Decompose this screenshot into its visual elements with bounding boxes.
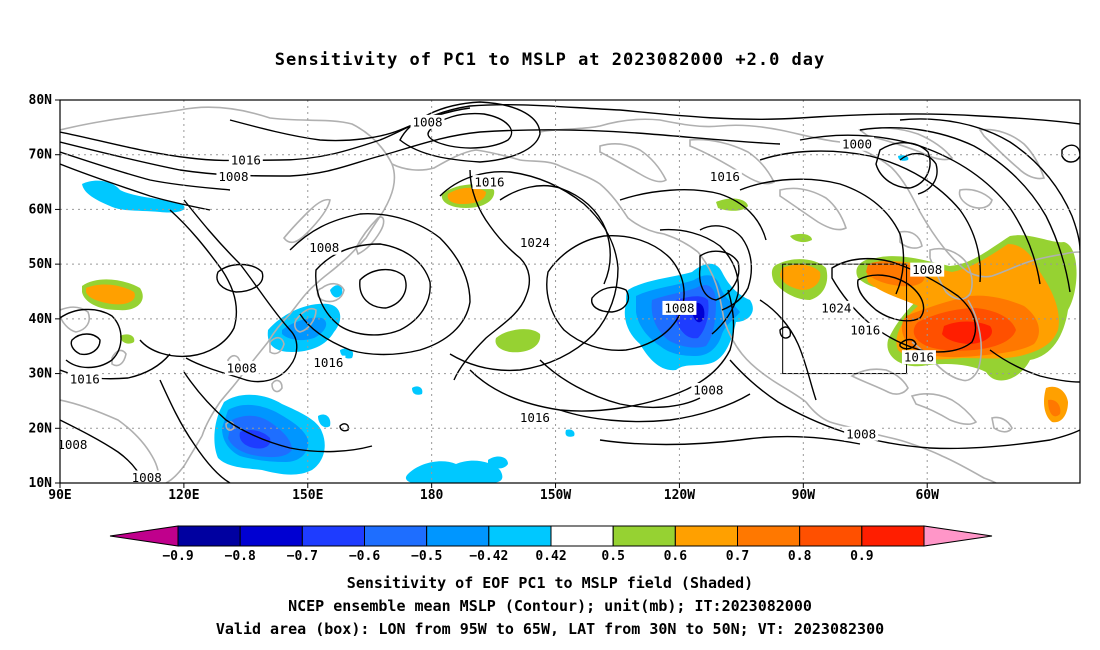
colorbar-swatch (364, 525, 428, 547)
contour-label-bg (819, 300, 854, 315)
contour-label: 1016 (710, 169, 740, 184)
colorbar-label: −0.8 (225, 549, 256, 564)
contour-label-bg (691, 382, 726, 397)
caption-line-1: Sensitivity of EOF PC1 to MSLP field (Sh… (346, 574, 754, 592)
contour-label-bg (910, 262, 945, 277)
lat-label: 50N (29, 257, 53, 272)
contour-label: 1008 (693, 382, 723, 397)
contour-label-bg (840, 136, 875, 151)
map-title: Sensitivity of PC1 to MSLP at 2023082000… (274, 50, 826, 70)
contour-label: 1000 (842, 136, 872, 151)
lon-label: 90E (48, 488, 71, 503)
colorbar-swatch (737, 525, 801, 547)
contour-label: 1016 (520, 410, 550, 425)
colorbar-max-triangle (923, 525, 993, 547)
colorbar-swatch (301, 525, 366, 547)
contour-label: 1008 (132, 470, 162, 485)
contour-label-bg (410, 114, 445, 129)
colorbar-swatch (799, 525, 863, 547)
contour-label: 1016 (313, 355, 343, 370)
contour-label: 1016 (70, 372, 100, 387)
colorbar-swatch (177, 525, 241, 547)
contour-label: 1008 (846, 426, 876, 441)
lon-label: 90W (792, 488, 816, 503)
caption-line-3: Valid area (box): LON from 95W to 65W, L… (215, 620, 885, 638)
colorbar-swatch (239, 525, 303, 547)
contour-label-bg (67, 372, 102, 387)
contour-label-bg (216, 169, 251, 184)
colorbar-label: −0.7 (287, 549, 318, 564)
contour-label: 1024 (821, 300, 851, 315)
colorbar-label: 0.6 (664, 549, 688, 564)
lat-label: 60N (29, 202, 53, 217)
contour-label-bg (662, 300, 697, 315)
contour-label: 1016 (231, 153, 261, 168)
contour-label-bg (224, 361, 259, 376)
contour-label-bg (901, 350, 936, 365)
contour-label-bg (472, 175, 507, 190)
contour-label-bg (228, 153, 263, 168)
lon-label: 180 (420, 488, 444, 503)
contour-label: 1008 (912, 262, 942, 277)
lat-label: 40N (29, 312, 53, 327)
colorbar-label: 0.42 (535, 549, 566, 564)
lat-label: 10N (29, 476, 53, 491)
contour-label: 1008 (57, 437, 87, 452)
contour-label-bg (129, 470, 164, 483)
contour-label-bg (60, 437, 90, 452)
colorbar-label: −0.9 (162, 549, 193, 564)
colorbar-swatch (861, 525, 925, 547)
contour-label: 1008 (218, 169, 248, 184)
mslp-contours (60, 101, 1080, 483)
lat-label: 20N (29, 421, 53, 436)
colorbar-label: 0.9 (850, 549, 873, 564)
lon-label: 60W (915, 488, 939, 503)
lon-label: 150W (540, 488, 571, 503)
contour-label-bg (844, 426, 879, 441)
contour-label-bg (517, 410, 552, 425)
lat-label: 80N (29, 93, 53, 108)
colorbar-swatch (488, 525, 552, 547)
colorbar-swatch (612, 525, 676, 547)
lon-label: 120E (168, 488, 199, 503)
lat-label: 30N (29, 367, 53, 382)
colorbar-label: −0.42 (469, 549, 508, 564)
contour-label-bg (517, 235, 552, 250)
contour-label: 1008 (664, 300, 694, 315)
contour-label: 1016 (850, 322, 880, 337)
lon-label: 120W (664, 488, 695, 503)
negative-sensitivity-shading (82, 155, 909, 483)
contour-label: 1008 (412, 114, 442, 129)
contour-label: 1024 (520, 235, 550, 250)
contour-label-bg (848, 322, 883, 337)
contour-label: 1008 (227, 361, 257, 376)
contour-label: 1016 (904, 350, 934, 365)
colorbar-label: 0.5 (601, 549, 624, 564)
colorbar-swatch (426, 525, 490, 547)
contour-label-bg (707, 169, 742, 184)
colorbar-label: 0.7 (726, 549, 749, 564)
colorbar-swatch (674, 525, 738, 547)
contour-label-bg (311, 355, 346, 370)
contour-label: 1008 (309, 240, 339, 255)
colorbar-min-triangle (109, 525, 179, 547)
colorbar-swatch (550, 525, 614, 547)
colorbar: −0.9 −0.8 −0.7 −0.6 −0.5 −0.42 0.42 0.5 0.6 0.7 0.… (109, 525, 993, 564)
contour-label-bg (307, 240, 342, 255)
colorbar-label: 0.8 (788, 549, 812, 564)
colorbar-label: −0.5 (411, 549, 442, 564)
caption-line-2: NCEP ensemble mean MSLP (Contour); unit(… (288, 597, 812, 615)
lat-label: 70N (29, 148, 53, 163)
lon-label: 150E (292, 488, 323, 503)
contour-label: 1016 (474, 175, 504, 190)
colorbar-label: −0.6 (349, 549, 380, 564)
plot-frame (59, 99, 1081, 484)
